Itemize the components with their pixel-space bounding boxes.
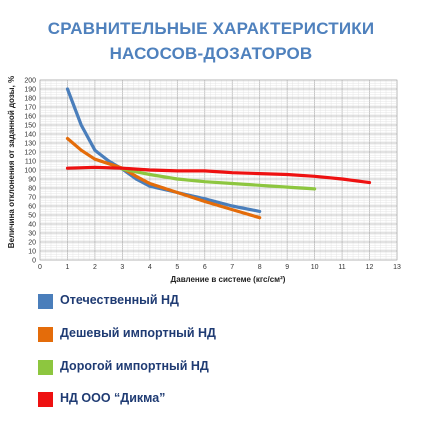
x-tick-label: 4: [148, 264, 152, 271]
y-tick-label: 30: [28, 231, 36, 238]
x-tick-label: 6: [203, 264, 207, 271]
x-tick-label: 12: [366, 264, 374, 271]
x-tick-label: 5: [175, 264, 179, 271]
legend-swatch: [38, 327, 53, 342]
series-line-3: [65, 165, 372, 185]
y-tick-label: 150: [24, 123, 36, 130]
y-tick-label: 60: [28, 204, 36, 211]
y-tick-label: 70: [28, 195, 36, 202]
x-tick-label: 7: [230, 264, 234, 271]
x-tick-label: 13: [393, 264, 401, 271]
y-tick-label: 120: [24, 150, 36, 157]
y-tick-label: 140: [24, 132, 36, 139]
series-line-0: [65, 87, 262, 213]
y-tick-label: 170: [24, 105, 36, 112]
legend-swatch: [38, 294, 53, 309]
x-axis-title: Давление в системе (кгс/см²): [171, 275, 286, 284]
y-tick-label: 180: [24, 96, 36, 103]
x-tick-label: 9: [285, 264, 289, 271]
x-tick-label: 10: [311, 264, 319, 271]
y-tick-label: 20: [28, 240, 36, 247]
slide-title-line-1: СРАВНИТЕЛЬНЫЕ ХАРАКТЕРИСТИКИ: [47, 19, 375, 38]
y-tick-label: 80: [28, 186, 36, 193]
y-tick-label: 40: [28, 222, 36, 229]
y-tick-label: 200: [24, 78, 36, 85]
x-tick-label: 3: [120, 264, 124, 271]
legend-swatch: [38, 360, 53, 375]
y-tick-label: 110: [25, 159, 36, 166]
y-axis-title: Величина отклонения от заданной дозы, %: [7, 76, 16, 248]
legend-label: Дешевый импортный НД: [60, 326, 216, 340]
y-tick-label: 190: [24, 87, 36, 94]
y-tick-label: 50: [28, 213, 36, 220]
grid: [39, 79, 398, 261]
y-tick-label: 100: [24, 168, 36, 175]
x-tick-label: 2: [93, 264, 97, 271]
series-line-1: [65, 136, 262, 220]
legend-label: Дорогой импортный НД: [60, 359, 209, 373]
y-tick-label: 130: [24, 141, 36, 148]
series-lines: [65, 87, 372, 220]
y-tick-label: 10: [28, 249, 36, 256]
x-tick-label: 11: [338, 264, 345, 271]
slide-title-line-2: НАСОСОВ-ДОЗАТОРОВ: [109, 44, 313, 63]
y-tick-label: 0: [32, 258, 36, 265]
tick-labels: 0 1 2 3 4 5 6 7 8 9 10 11 12 130102030405060708090100…: [24, 78, 401, 272]
legend-swatch: [38, 392, 53, 407]
x-tick-label: 8: [258, 264, 262, 271]
y-tick-label: 160: [24, 114, 36, 121]
line-chart: 0 1 2 3 4 5 6 7 8 9 10 11 12 130102030405060708090100…: [7, 76, 401, 284]
legend-label: Отечественный НД: [60, 293, 179, 307]
y-tick-label: 90: [28, 177, 36, 184]
x-tick-label: 1: [66, 264, 70, 271]
x-tick-label: 0: [38, 264, 42, 271]
legend-label: НД ООО “Дикма”: [60, 391, 166, 405]
series-line-2: [120, 167, 317, 191]
